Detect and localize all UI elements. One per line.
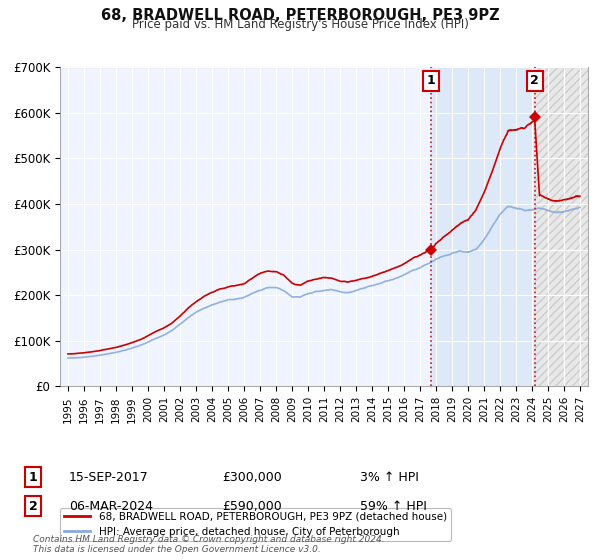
Text: 15-SEP-2017: 15-SEP-2017 bbox=[69, 470, 149, 484]
Text: 2: 2 bbox=[29, 500, 37, 513]
Bar bbox=[535, 67, 588, 386]
Text: 06-MAR-2024: 06-MAR-2024 bbox=[69, 500, 153, 513]
Bar bbox=[535, 67, 588, 386]
Text: 1: 1 bbox=[427, 74, 436, 87]
Text: 3% ↑ HPI: 3% ↑ HPI bbox=[360, 470, 419, 484]
Bar bbox=[431, 67, 535, 386]
Text: £300,000: £300,000 bbox=[222, 470, 282, 484]
Legend: 68, BRADWELL ROAD, PETERBOROUGH, PE3 9PZ (detached house), HPI: Average price, d: 68, BRADWELL ROAD, PETERBOROUGH, PE3 9PZ… bbox=[60, 508, 451, 541]
Text: Contains HM Land Registry data © Crown copyright and database right 2024.
This d: Contains HM Land Registry data © Crown c… bbox=[33, 535, 385, 554]
Text: 59% ↑ HPI: 59% ↑ HPI bbox=[360, 500, 427, 513]
Text: 1: 1 bbox=[29, 470, 37, 484]
Text: £590,000: £590,000 bbox=[222, 500, 282, 513]
Text: 2: 2 bbox=[530, 74, 539, 87]
Text: Price paid vs. HM Land Registry's House Price Index (HPI): Price paid vs. HM Land Registry's House … bbox=[131, 18, 469, 31]
Text: 68, BRADWELL ROAD, PETERBOROUGH, PE3 9PZ: 68, BRADWELL ROAD, PETERBOROUGH, PE3 9PZ bbox=[101, 8, 499, 24]
